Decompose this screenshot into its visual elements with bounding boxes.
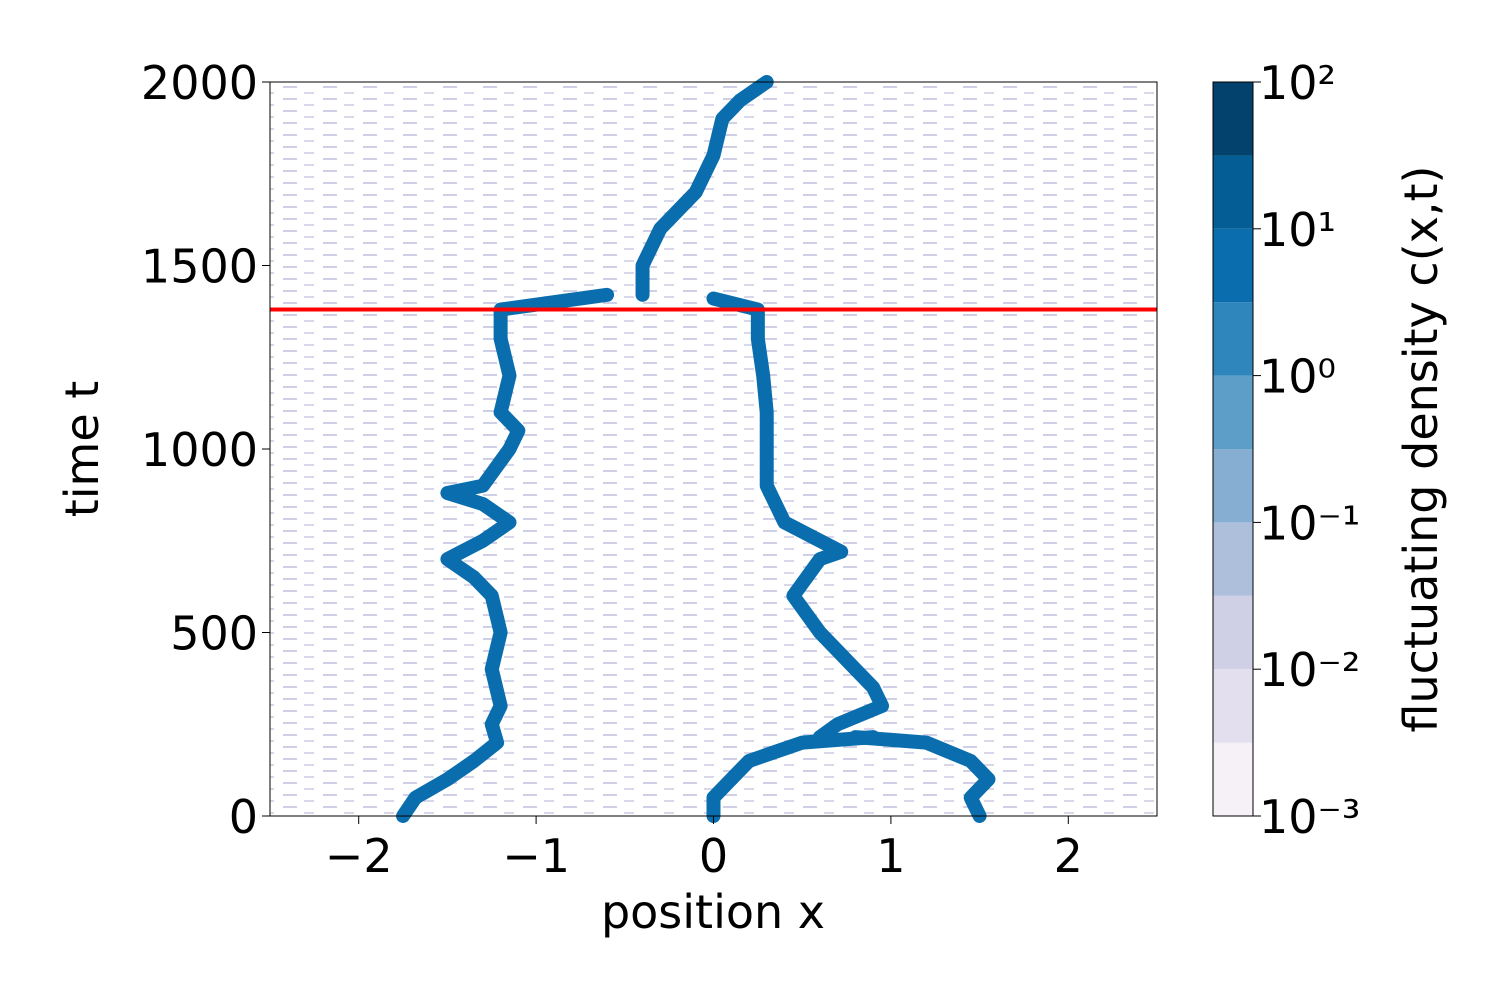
track (848, 730, 996, 823)
colorbar-tick-label: 10⁻³ (1259, 790, 1360, 844)
colorbar-tick-label: 10¹ (1259, 203, 1336, 257)
track (635, 75, 774, 302)
colorbar-label: fluctuating density c(x,t) (1394, 166, 1448, 733)
colorbar-bin (1213, 82, 1253, 156)
y-tick-label: 500 (170, 607, 258, 661)
x-tick-label: −2 (325, 829, 393, 883)
x-tick-label: −1 (502, 829, 570, 883)
colorbar-bin (1213, 669, 1253, 743)
colorbar-tick-label: 10² (1259, 56, 1336, 110)
y-tick-label: 1500 (141, 240, 258, 294)
colorbar-bin (1213, 155, 1253, 229)
colorbar-bin (1213, 449, 1253, 523)
x-axis-label: position x (601, 885, 825, 939)
colorbar-tick-label: 10⁻² (1259, 643, 1360, 697)
y-tick-label: 1000 (141, 423, 258, 477)
colorbar-bin (1213, 595, 1253, 670)
y-tick-label: 2000 (141, 56, 258, 110)
colorbar-tick-label: 10⁻¹ (1259, 496, 1360, 550)
colorbar-bin (1213, 375, 1253, 450)
track (706, 291, 890, 745)
background-noise (270, 82, 1157, 816)
colorbar-frame (1212, 81, 1254, 817)
x-tick-label: 1 (876, 829, 905, 883)
track (706, 730, 881, 823)
y-axis-label: time t (55, 381, 109, 518)
x-tick-label: 2 (1054, 829, 1083, 883)
colorbar-tick-label: 10⁰ (1259, 350, 1336, 404)
colorbar-bin (1213, 522, 1253, 596)
y-tick-label: 0 (229, 790, 258, 844)
x-tick-label: 0 (699, 829, 728, 883)
track (396, 287, 615, 823)
colorbar-bin (1213, 302, 1253, 376)
colorbar-bin (1213, 228, 1253, 303)
colorbar-bin (1213, 742, 1253, 816)
